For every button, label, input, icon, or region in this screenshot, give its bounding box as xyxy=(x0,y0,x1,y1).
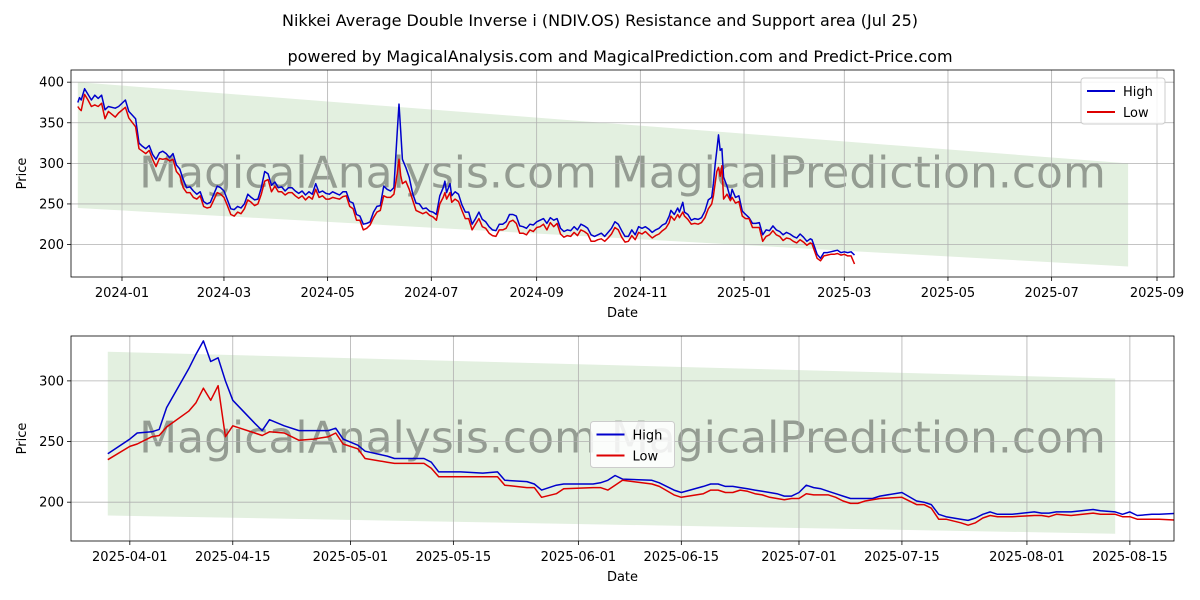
axes-frame xyxy=(70,69,1175,278)
series-line-high xyxy=(77,87,856,260)
y-tick-label: 200 xyxy=(39,238,64,253)
watermark: MagicalAnalysis.com MagicalPrediction.co… xyxy=(139,148,1106,199)
x-tick-label: 2024-09 xyxy=(510,286,564,301)
axes-frame xyxy=(70,335,1175,542)
x-tick-label: 2025-04-15 xyxy=(195,550,271,565)
legend-label-low: Low xyxy=(1123,106,1149,121)
y-tick-label: 200 xyxy=(39,496,64,511)
chart-title: Nikkei Average Double Inverse i (NDIV.OS… xyxy=(282,11,918,30)
x-tick-label: 2025-07-15 xyxy=(864,550,940,565)
x-tick-label: 2025-05-15 xyxy=(416,550,492,565)
y-tick-label: 250 xyxy=(39,435,64,450)
x-tick-label: 2025-03 xyxy=(817,286,871,301)
y-axis-label: Price xyxy=(15,423,30,455)
x-tick-label: 2025-08-01 xyxy=(989,550,1065,565)
x-tick-label: 2025-04-01 xyxy=(92,550,168,565)
x-tick-label: 2024-01 xyxy=(95,286,149,301)
series-line-low xyxy=(77,93,856,265)
x-tick-label: 2025-08-15 xyxy=(1092,550,1168,565)
x-tick-label: 2024-11 xyxy=(613,286,667,301)
series-line-low xyxy=(107,384,1174,526)
y-axis-label: Price xyxy=(15,158,30,190)
x-tick-label: 2024-07 xyxy=(404,286,458,301)
support-resistance-band xyxy=(77,82,1129,267)
legend-label-low: Low xyxy=(633,450,659,465)
x-tick-label: 2025-06-15 xyxy=(644,550,720,565)
x-tick-label: 2025-05 xyxy=(921,286,975,301)
chart-subtitle: powered by MagicalAnalysis.com and Magic… xyxy=(287,47,952,66)
x-axis-label: Date xyxy=(607,306,638,321)
x-tick-label: 2025-09 xyxy=(1130,286,1184,301)
x-tick-label: 2025-07-01 xyxy=(761,550,837,565)
x-tick-label: 2025-07 xyxy=(1024,286,1078,301)
y-tick-label: 300 xyxy=(39,157,64,172)
series-line-high xyxy=(107,340,1174,522)
x-tick-label: 2025-06-01 xyxy=(541,550,617,565)
y-tick-label: 300 xyxy=(39,374,64,389)
x-tick-label: 2025-05-01 xyxy=(313,550,389,565)
legend-label-high: High xyxy=(1123,85,1153,100)
x-tick-label: 2025-01 xyxy=(717,286,771,301)
y-tick-label: 400 xyxy=(39,76,64,91)
x-axis-label: Date xyxy=(607,570,638,585)
bottom-price-plot: MagicalAnalysis.com MagicalPrediction.co… xyxy=(15,335,1175,585)
x-tick-label: 2024-05 xyxy=(300,286,354,301)
legend-label-high: High xyxy=(633,429,663,444)
y-tick-label: 350 xyxy=(39,116,64,131)
x-tick-label: 2024-03 xyxy=(197,286,251,301)
top-price-plot: MagicalAnalysis.com MagicalPrediction.co… xyxy=(15,69,1184,321)
y-tick-label: 250 xyxy=(39,197,64,212)
